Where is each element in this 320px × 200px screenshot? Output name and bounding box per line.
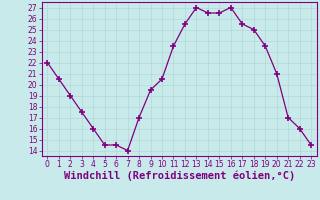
X-axis label: Windchill (Refroidissement éolien,°C): Windchill (Refroidissement éolien,°C) bbox=[64, 171, 295, 181]
